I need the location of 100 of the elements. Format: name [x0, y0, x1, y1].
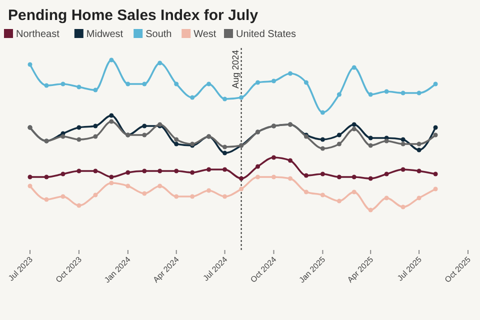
point	[93, 192, 98, 198]
chart-title: Pending Home Sales Index for July	[8, 7, 259, 24]
point	[288, 176, 292, 181]
point	[400, 137, 406, 142]
point	[368, 92, 373, 97]
point	[60, 194, 66, 199]
point	[206, 82, 212, 86]
point	[222, 96, 228, 102]
point	[190, 170, 195, 175]
point	[368, 136, 373, 140]
point	[239, 95, 244, 100]
point	[400, 142, 406, 146]
point	[288, 71, 292, 76]
point	[320, 146, 325, 151]
point	[384, 138, 389, 144]
point	[142, 124, 147, 128]
point	[288, 158, 292, 163]
point	[158, 184, 162, 188]
point	[109, 113, 114, 118]
point	[256, 164, 260, 169]
point	[433, 186, 438, 192]
point	[174, 82, 179, 86]
point	[174, 137, 179, 142]
point	[126, 82, 130, 86]
legend-label: West	[194, 29, 216, 40]
point	[109, 58, 114, 62]
point	[222, 194, 228, 199]
point	[239, 176, 244, 181]
point	[93, 168, 98, 174]
point	[271, 78, 276, 84]
point	[44, 174, 49, 180]
point	[336, 92, 342, 97]
point	[44, 197, 49, 202]
legend-label: South	[146, 29, 172, 40]
point	[239, 186, 244, 192]
point	[336, 174, 342, 180]
point	[142, 191, 147, 196]
point	[352, 174, 356, 180]
point	[368, 176, 373, 181]
point	[416, 168, 422, 174]
point	[76, 125, 82, 130]
legend-label: United States	[236, 29, 296, 40]
point	[320, 137, 325, 142]
point	[206, 167, 212, 172]
point	[206, 188, 212, 193]
point	[336, 198, 342, 204]
point	[60, 172, 66, 176]
point	[320, 192, 325, 198]
point	[93, 124, 98, 128]
point	[304, 190, 308, 194]
point	[256, 80, 260, 85]
point	[416, 142, 422, 146]
point	[352, 65, 356, 70]
point	[222, 144, 228, 150]
point	[126, 184, 130, 188]
point	[60, 134, 66, 139]
point	[76, 203, 82, 208]
point	[400, 204, 406, 210]
point	[76, 168, 82, 174]
point	[320, 110, 325, 115]
point	[368, 208, 373, 212]
point	[336, 132, 342, 138]
point	[174, 142, 179, 146]
point	[109, 180, 114, 186]
point	[433, 172, 438, 176]
point	[320, 172, 325, 176]
legend-label: Midwest	[86, 29, 124, 40]
legend-label: Northeast	[16, 29, 60, 40]
point	[352, 122, 356, 127]
point	[76, 137, 82, 142]
point	[158, 60, 162, 66]
point	[222, 150, 228, 156]
point	[28, 184, 32, 188]
point	[28, 174, 32, 180]
point	[28, 62, 32, 67]
point	[384, 89, 389, 94]
point	[174, 168, 179, 174]
point	[384, 172, 389, 176]
point	[352, 190, 356, 194]
point	[109, 174, 114, 180]
point	[336, 142, 342, 146]
point	[190, 95, 195, 100]
point	[271, 174, 276, 180]
point	[76, 84, 82, 90]
point	[416, 148, 422, 152]
point	[433, 132, 438, 138]
point	[158, 168, 162, 174]
point	[126, 170, 130, 175]
point	[93, 134, 98, 139]
ref-line-label: Aug 2024	[230, 50, 240, 89]
point	[222, 167, 228, 172]
point	[93, 88, 98, 92]
point	[416, 90, 422, 96]
point	[109, 119, 114, 124]
point	[271, 155, 276, 160]
point	[400, 90, 406, 96]
point	[256, 174, 260, 180]
point	[190, 194, 195, 199]
point	[304, 173, 308, 178]
point	[304, 80, 308, 85]
